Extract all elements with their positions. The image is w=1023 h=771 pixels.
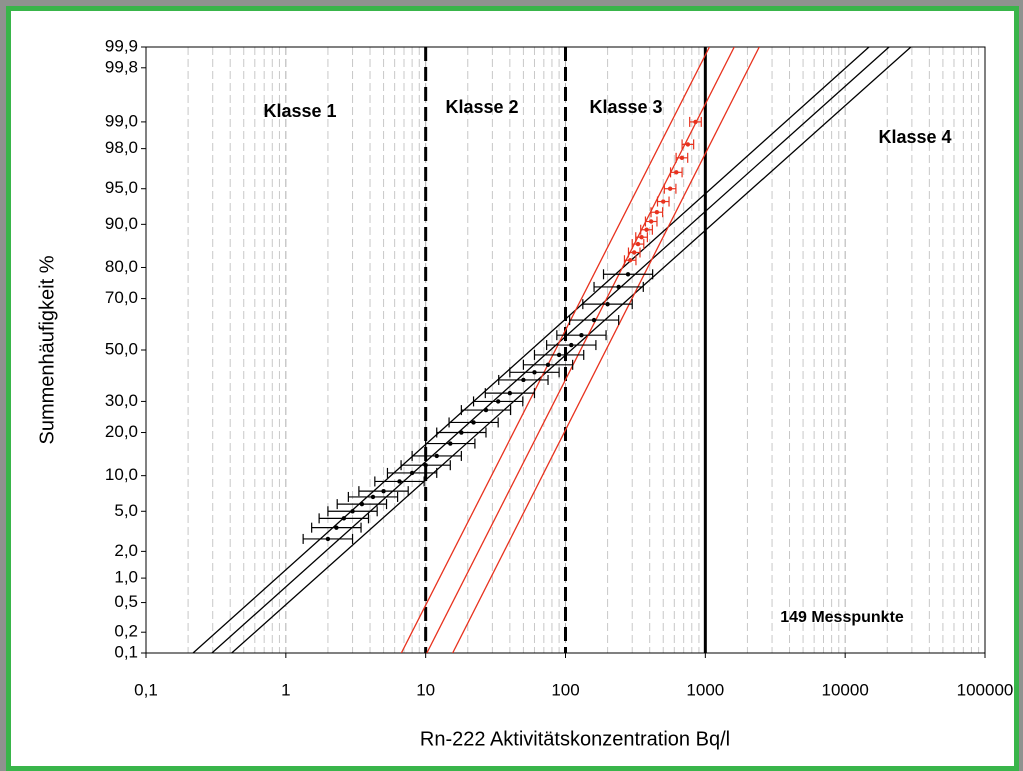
annotation: 149 Messpunkte [780,609,904,626]
x-tick-label: 100000 [957,680,1014,699]
data-point [521,377,526,383]
data-point [648,219,654,224]
fit-line [426,47,735,653]
y-tick-label: 30,0 [105,391,138,410]
data-point [569,342,574,348]
data-point [667,186,673,191]
y-tick-label: 0,1 [114,642,138,661]
y-tick-label: 98,0 [105,138,138,157]
y-tick-label: 99,8 [105,57,138,76]
data-point [495,399,501,404]
data-point [325,536,331,542]
data-point [350,509,355,514]
data-point [459,430,464,435]
y-tick-label: 50,0 [105,339,138,358]
x-tick-label: 10000 [822,680,869,699]
data-point [625,272,631,277]
data-point [591,317,597,323]
annotation: Klasse 2 [445,97,518,117]
data-point [616,284,621,290]
data-point [654,210,660,215]
y-tick-label: 1,0 [114,568,138,587]
data-point [507,390,513,396]
data-point [674,170,679,175]
y-tick-label: 80,0 [105,257,138,276]
y-tick-label: 70,0 [105,288,138,307]
annotation: Klasse 4 [878,127,951,147]
data-point [632,250,637,255]
data-point [359,501,365,507]
data-point [434,453,439,459]
data-point [605,301,610,307]
data-point [370,494,376,500]
data-point [381,488,386,494]
data-point [556,352,562,358]
fit-line [400,47,711,653]
x-tick-label: 10 [416,680,435,699]
data-point [661,199,666,204]
y-tick-label: 2,0 [114,541,138,560]
annotation: Klasse 1 [263,101,336,121]
y-tick-label: 90,0 [105,214,138,233]
data-point [627,258,633,263]
x-tick-label: 1 [281,680,290,699]
data-point [693,119,698,125]
data-point [448,441,453,446]
y-tick-label: 99,9 [105,36,138,55]
data-point [545,362,551,368]
data-point [334,525,339,530]
fit-line [211,47,890,653]
y-tick-label: 10,0 [105,465,138,484]
fit-line [231,47,912,653]
y-axis-title: Summenhäufigkeit % [36,255,58,444]
data-point [409,470,415,476]
x-axis-title: Rn-222 Aktivitätskonzentration Bq/l [420,728,730,750]
data-point [397,479,402,484]
data-point [579,332,584,338]
x-tick-label: 0,1 [134,680,158,699]
data-point [639,235,644,240]
annotation: Klasse 3 [589,97,662,117]
data-point [644,227,649,232]
fit-line [452,47,760,653]
y-tick-label: 99,0 [105,111,138,130]
chart-frame [6,6,1019,771]
data-point [685,142,691,147]
x-tick-label: 1000 [686,680,724,699]
data-point [341,516,347,521]
y-tick-label: 20,0 [105,422,138,441]
y-tick-label: 0,2 [114,622,138,641]
fit-line [192,47,870,653]
data-point [471,420,476,425]
y-tick-label: 0,5 [114,592,138,611]
x-tick-label: 100 [551,680,579,699]
y-tick-label: 5,0 [114,501,138,520]
data-point [423,463,428,468]
y-tick-label: 95,0 [105,178,138,197]
data-point [483,407,489,413]
data-point [532,370,537,375]
data-point [635,241,641,247]
data-point [679,155,685,161]
